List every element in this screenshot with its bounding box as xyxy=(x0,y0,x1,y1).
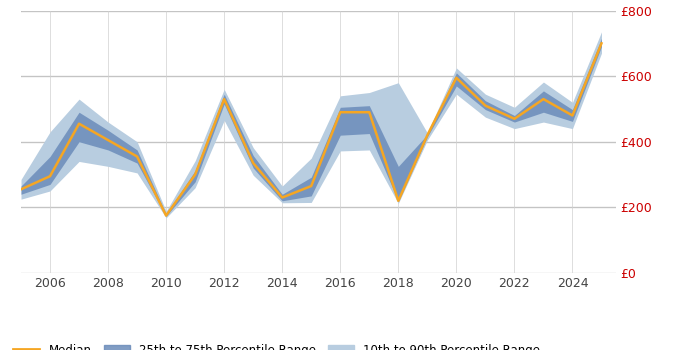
Legend: Median, 25th to 75th Percentile Range, 10th to 90th Percentile Range: Median, 25th to 75th Percentile Range, 1… xyxy=(8,339,545,350)
